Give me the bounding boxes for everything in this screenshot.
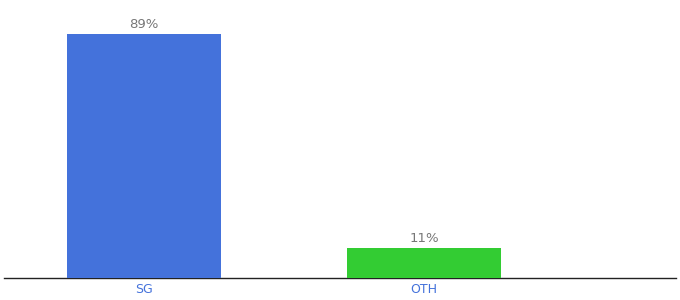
Bar	[67, 34, 221, 278]
Text: 89%: 89%	[129, 18, 159, 31]
Text: 11%: 11%	[409, 232, 439, 244]
Bar	[347, 248, 501, 278]
